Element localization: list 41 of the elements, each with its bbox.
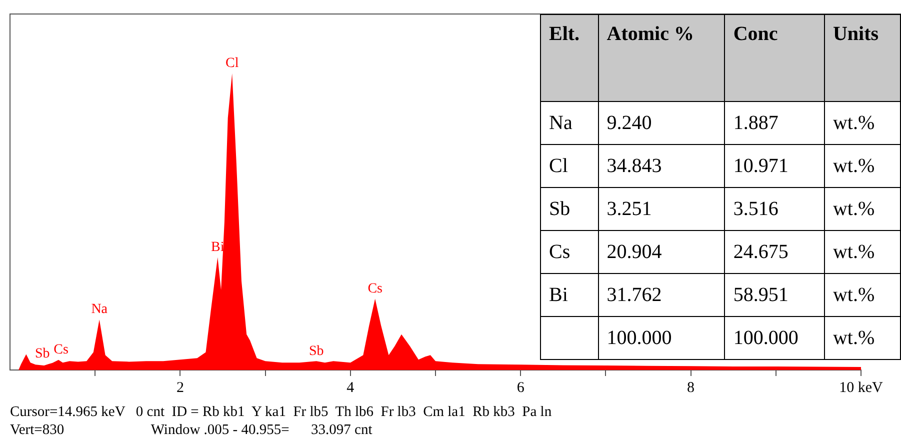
annotation: Cl [540, 144, 598, 188]
annotation: 100.000 [724, 316, 824, 360]
annotation: 10.971 [724, 144, 824, 188]
annotation: Bi [211, 240, 224, 255]
annotation: wt.% [824, 274, 900, 316]
annotation: 34.843 [598, 144, 725, 188]
text: Elt. [549, 23, 580, 45]
text: Cursor=14.965 keV 0 cnt ID = Rb kb1 Y ka1 Fr lb5 Th lb6 Fr lb3 Cm la1 Rb kb3 Pa ln [10, 403, 552, 421]
annotation: Sb [540, 188, 598, 230]
text: Atomic % [606, 23, 694, 45]
annotation: Sb [34, 346, 50, 362]
text: Vert=830 Window .005 - 40.955= 33.097 cnt [10, 421, 374, 439]
annotation: Bi [540, 274, 598, 316]
annotation: 100.000 [598, 316, 725, 360]
x-tick-label: 6 [516, 380, 525, 396]
annotation: 3.516 [724, 188, 824, 230]
annotation: 24.675 [724, 230, 824, 274]
annotation: Na [91, 302, 108, 318]
annotation: 31.762 [598, 274, 725, 316]
x-tick-label: 10 keV [839, 380, 884, 396]
annotation: wt.% [824, 102, 900, 144]
annotation: wt.% [824, 316, 900, 360]
annotation: 58.951 [724, 274, 824, 316]
annotation: wt.% [824, 230, 900, 274]
text: Units [832, 23, 879, 45]
annotation: wt.% [824, 188, 900, 230]
annotation: Cl [225, 56, 239, 72]
annotation: wt.% [824, 144, 900, 188]
annotation: Sb [308, 344, 324, 359]
annotation: Cs [368, 281, 382, 296]
annotation: Cs [540, 230, 598, 274]
x-tick-label: 2 [176, 380, 184, 396]
annotation: 1.887 [724, 102, 824, 144]
annotation: 3.251 [598, 188, 725, 230]
x-tick-label: 4 [346, 380, 355, 396]
text: Conc [733, 23, 778, 45]
annotation: 9.240 [598, 102, 725, 144]
x-tick-label: 8 [687, 380, 695, 396]
annotation: Cs [54, 342, 68, 358]
annotation: 20.904 [598, 230, 725, 274]
annotation: Na [540, 102, 598, 144]
